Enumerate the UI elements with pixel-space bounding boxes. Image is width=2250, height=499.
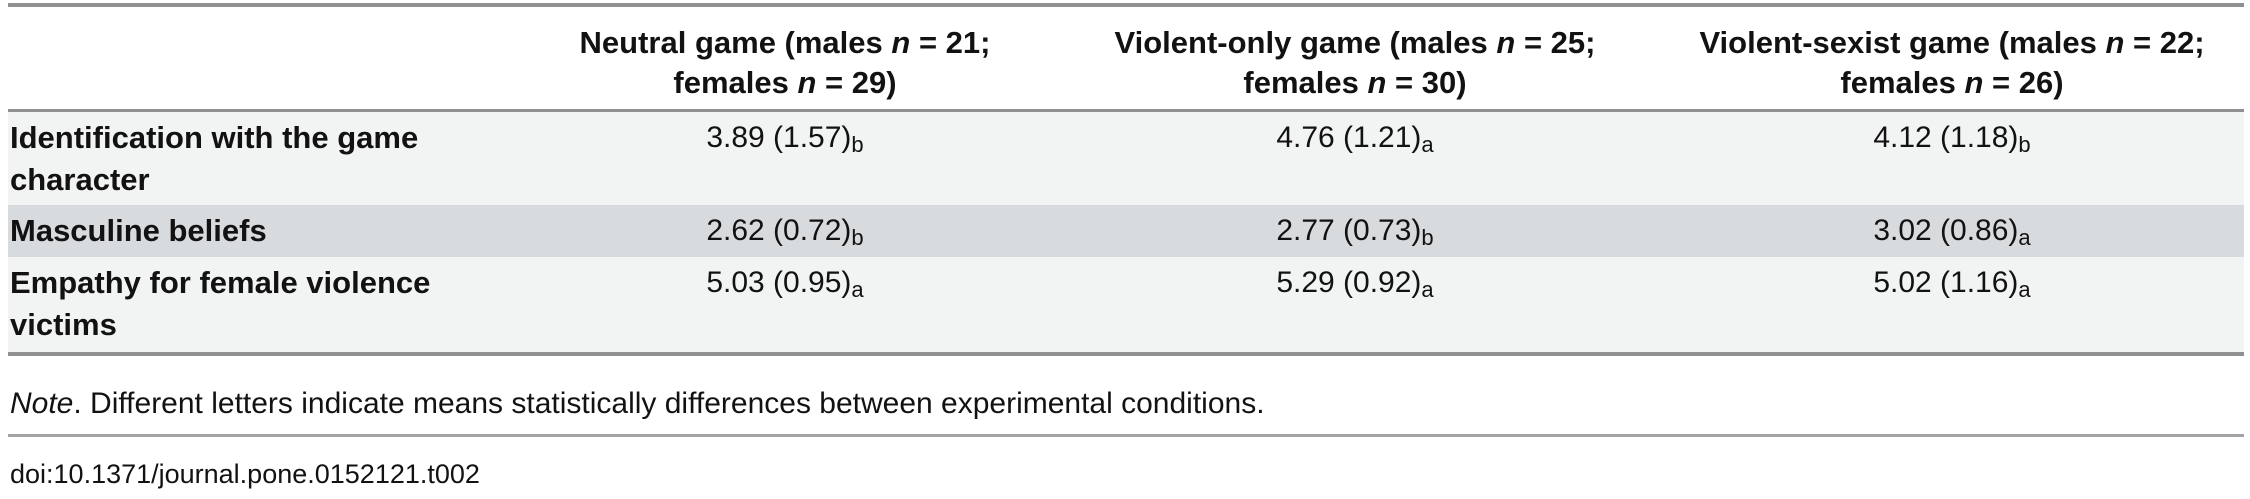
stat-cell: 2.77 (0.73)b <box>1276 214 1434 250</box>
significance-subscript: b <box>851 224 864 250</box>
table-body: Identification with the game character 3.… <box>8 112 2244 352</box>
significance-subscript: a <box>2018 276 2031 302</box>
row-label: Identification with the game character <box>10 120 419 197</box>
note-text: . Different letters indicate means stati… <box>73 387 1265 420</box>
stats-table: Neutral game (males n = 21; females n = 2… <box>8 3 2244 356</box>
table-row: Empathy for female violence victims 5.03 … <box>8 256 2244 352</box>
row-label: Empathy for female violence victims <box>10 264 431 342</box>
stat-cell: 3.02 (0.86)a <box>1873 214 2031 250</box>
stat-cell: 2.62 (0.72)b <box>706 214 864 250</box>
column-header: Violent-sexist game (males n = 22; female… <box>1699 25 2205 100</box>
significance-subscript: a <box>2018 224 2031 250</box>
column-header: Violent-only game (males n = 25; females … <box>1114 25 1596 100</box>
significance-subscript: b <box>851 131 864 157</box>
doi-citation: doi:10.1371/journal.pone.0152121.t002 <box>10 459 480 489</box>
significance-subscript: a <box>851 276 864 302</box>
stat-cell: 4.76 (1.21)a <box>1276 121 1434 157</box>
table-note: Note. Different letters indicate means s… <box>10 386 1265 422</box>
significance-subscript: a <box>1421 131 1434 157</box>
stat-cell: 5.03 (0.95)a <box>706 265 864 302</box>
stat-cell: 3.89 (1.57)b <box>706 121 864 157</box>
column-header: Neutral game (males n = 21; females n = 2… <box>579 25 991 100</box>
significance-subscript: b <box>2018 131 2031 157</box>
note-lead-italic: Note <box>10 387 74 420</box>
stat-cell: 4.12 (1.18)b <box>1873 121 2031 157</box>
table-row: Identification with the game character 3.… <box>8 112 2244 205</box>
stat-cell: 5.02 (1.16)a <box>1873 265 2031 302</box>
header-row: Neutral game (males n = 21; females n = 2… <box>8 7 2244 112</box>
header-empty-cell <box>8 7 520 109</box>
table-row: Masculine beliefs 2.62 (0.72)b 2.77 (0.73)… <box>8 205 2244 257</box>
row-label: Masculine beliefs <box>10 213 267 248</box>
significance-subscript: b <box>1421 224 1434 250</box>
note-separator-rule <box>8 434 2244 437</box>
stat-cell: 5.29 (0.92)a <box>1276 265 1434 302</box>
significance-subscript: a <box>1421 276 1434 302</box>
